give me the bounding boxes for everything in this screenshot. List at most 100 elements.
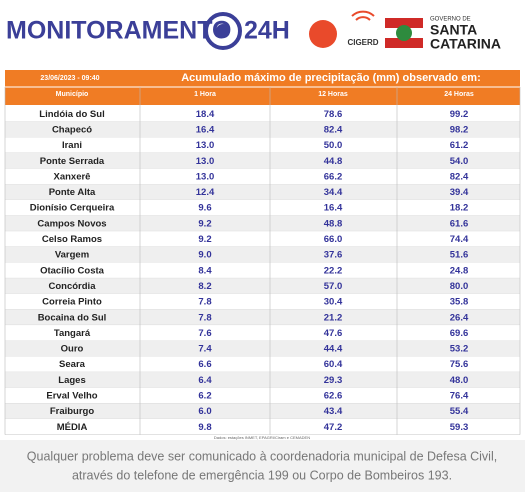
cell-value: 24.8: [450, 265, 469, 276]
cell-value: 48.8: [324, 218, 343, 229]
caption: Acumulado máximo de precipitação (mm) ob…: [181, 72, 481, 84]
column-header: Município: [56, 91, 89, 98]
table-row: [5, 325, 520, 341]
cell-value: 6.4: [198, 375, 212, 386]
table-row: [5, 372, 520, 388]
table-row: [5, 419, 520, 435]
cell-value: 16.4: [196, 124, 215, 135]
logo-icon: [204, 12, 242, 50]
cell-value: 8.4: [198, 265, 212, 276]
table-row: [5, 403, 520, 419]
logo-text: CATARINA: [430, 36, 501, 52]
cell-value: 80.0: [450, 281, 469, 292]
table-row: [5, 137, 520, 153]
cell-value: 7.4: [198, 344, 212, 355]
cell-name: Vargem: [55, 250, 89, 261]
cell-name: Xanxerê: [54, 171, 91, 182]
cell-name: Ponte Alta: [49, 187, 96, 198]
cell-value: 9.6: [198, 203, 211, 214]
cell-value: 13.0: [196, 156, 215, 167]
column-header: 24 Horas: [444, 91, 474, 98]
table-row: [5, 215, 520, 232]
cell-value: 9.0: [198, 250, 211, 261]
cell-value: 98.2: [450, 124, 469, 135]
cell-value: 44.4: [324, 344, 343, 355]
cell-value: 78.6: [324, 109, 343, 120]
cell-name: Seara: [59, 359, 86, 370]
cell-name: Fraiburgo: [50, 406, 95, 417]
table-row: [5, 106, 520, 122]
cell-value: 22.2: [324, 265, 343, 276]
logo-icon: [216, 24, 230, 38]
cell-value: 82.4: [324, 124, 343, 135]
cell-name: Bocaina do Sul: [38, 312, 107, 323]
cell-value: 55.4: [450, 406, 469, 417]
logo-text: GOVERNO DE: [430, 17, 471, 23]
cell-value: 18.4: [196, 109, 215, 120]
logo-text: SANTA: [430, 22, 477, 38]
logo-text: CIGERD: [347, 38, 378, 47]
cell-name: Dionísio Cerqueira: [30, 203, 115, 214]
cell-value: 75.6: [450, 359, 469, 370]
cell-value: 44.8: [324, 156, 343, 167]
cell-value: 66.2: [324, 171, 343, 182]
date: 23/06/2023 - 09:40: [40, 75, 99, 82]
cell-value: 13.0: [196, 171, 215, 182]
cell-value: 47.6: [324, 328, 343, 339]
footer-box: [0, 440, 525, 492]
column-header: 1 Hora: [194, 91, 216, 98]
cell-value: 76.4: [450, 391, 469, 402]
cell-name: Celso Ramos: [42, 234, 102, 245]
table-row: [5, 387, 520, 404]
cell-value: 21.2: [324, 312, 343, 323]
cell-value: 82.4: [450, 171, 469, 182]
table-row: [5, 231, 520, 247]
logo-icon: [351, 10, 375, 21]
table-row: [5, 184, 520, 200]
cell-value: 7.8: [198, 312, 211, 323]
table-row: [5, 293, 520, 310]
table-row: [5, 356, 520, 373]
title-suffix: 24H: [244, 17, 290, 45]
cell-value: 57.0: [324, 281, 343, 292]
table-row: [5, 246, 520, 263]
cell-value: 9.8: [198, 422, 211, 433]
cell-value: 62.6: [324, 391, 343, 402]
cell-value: 7.6: [198, 328, 211, 339]
cell-name: Lindóia do Sul: [39, 109, 104, 120]
footer-text: Qualquer problema deve ser comunicado à …: [27, 449, 497, 463]
source: Dados: estações INMET, EPAGRI/Ciram e CE…: [214, 435, 310, 440]
cell-value: 30.4: [324, 297, 343, 308]
cell-value: 35.8: [450, 297, 469, 308]
cell-value: 37.6: [324, 250, 343, 261]
cell-value: 61.6: [450, 218, 469, 229]
cell-value: 6.2: [198, 391, 211, 402]
cell-value: 16.4: [324, 203, 343, 214]
cell-value: 12.4: [196, 187, 215, 198]
cell-value: 61.2: [450, 140, 469, 151]
cell-value: 26.4: [450, 312, 469, 323]
table-row: [5, 340, 520, 357]
cell-value: 66.0: [324, 234, 343, 245]
cell-value: 50.0: [324, 140, 343, 151]
cell-value: 9.2: [198, 234, 211, 245]
cell-value: 9.2: [198, 218, 211, 229]
cell-value: 99.2: [450, 109, 469, 120]
cell-name: Concórdia: [49, 281, 97, 292]
table-row: [5, 199, 520, 216]
cell-value: 18.2: [450, 203, 469, 214]
flag: [396, 25, 412, 41]
cell-name: Ouro: [61, 344, 84, 355]
cell-value: 53.2: [450, 344, 469, 355]
table-row: [5, 168, 520, 185]
cell-name: Ponte Serrada: [40, 156, 105, 167]
footer-text: através do telefone de emergência 199 ou…: [72, 468, 452, 482]
cell-name: Otacílio Costa: [40, 265, 105, 276]
cell-value: 74.4: [450, 234, 469, 245]
cell-name: MÉDIA: [57, 422, 88, 433]
cell-value: 59.3: [450, 422, 469, 433]
cell-value: 29.3: [324, 375, 343, 386]
table-row: [5, 121, 520, 138]
table-row: [5, 278, 520, 294]
cell-value: 34.4: [324, 187, 343, 198]
